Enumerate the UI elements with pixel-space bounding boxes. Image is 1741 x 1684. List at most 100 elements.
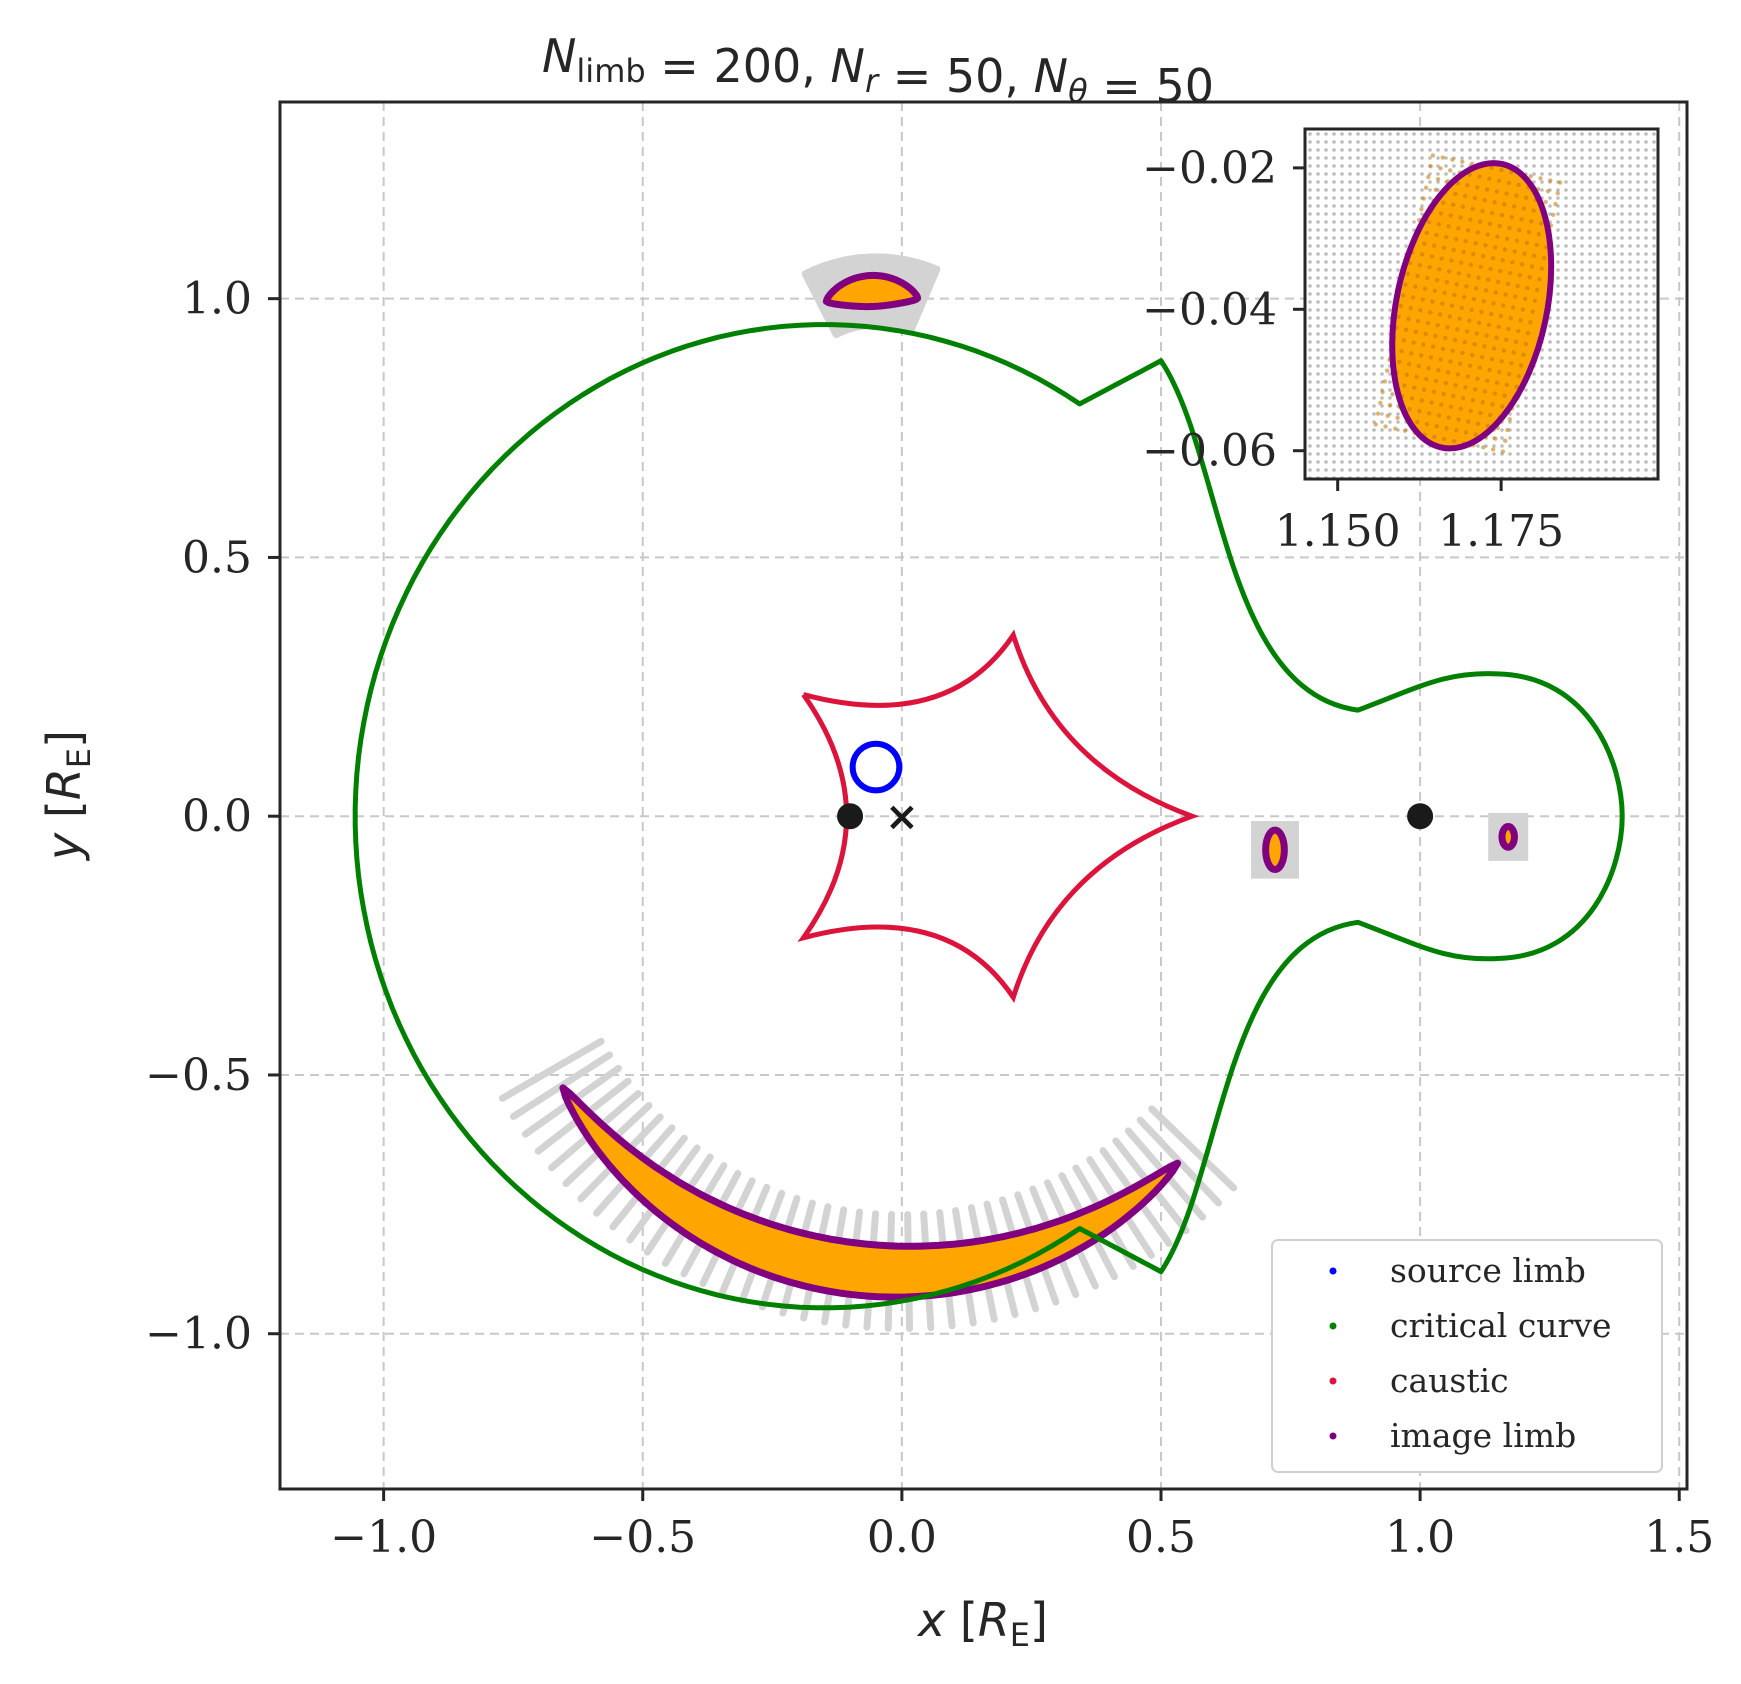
inset-image-sample (1475, 376, 1480, 381)
inset-grid-point (1332, 236, 1336, 240)
inset-image-sample (1457, 316, 1462, 321)
y-axis-ticks: −1.0−0.50.00.51.0 (145, 274, 280, 1360)
image-bottom-arc-fill (562, 1087, 1178, 1298)
inset-image-sample (1489, 311, 1494, 317)
inset-grid-point (1556, 396, 1560, 400)
inset-grid-point (1356, 268, 1360, 272)
inset-grid-point (1548, 452, 1552, 456)
inset-grid-point (1540, 140, 1544, 144)
inset-grid-point (1380, 420, 1384, 424)
inset-grid-point (1316, 132, 1320, 136)
inset-grid-point (1564, 348, 1568, 352)
inset-image-sample (1494, 380, 1500, 385)
inset-image-sample (1517, 272, 1523, 278)
inset-grid-point (1316, 340, 1320, 344)
inset-grid-point (1460, 156, 1464, 160)
legend-label-caustic: caustic (1390, 1361, 1509, 1400)
inset-grid-point (1532, 420, 1536, 424)
inset-image-sample (1455, 372, 1461, 377)
inset-grid-point (1428, 460, 1432, 464)
inset-grid-point (1316, 300, 1320, 304)
inset-image-sample (1478, 264, 1484, 270)
inset-grid-point (1556, 156, 1560, 160)
inset-grid-point (1380, 244, 1384, 248)
inset-grid-point (1548, 444, 1552, 448)
inset-grid-point (1380, 228, 1384, 232)
inset-image-sample (1491, 346, 1497, 351)
inset-grid-point (1652, 308, 1656, 312)
legend-marker-source-limb (1329, 1267, 1337, 1275)
inset-grid-point (1652, 332, 1656, 336)
inset-grid-point (1396, 132, 1400, 136)
inset-image-sample (1498, 313, 1504, 319)
inset-grid-point (1364, 212, 1368, 216)
inset-grid-point (1532, 444, 1536, 448)
inset-image-sample (1513, 339, 1519, 345)
inset-image-sample (1477, 365, 1482, 371)
inset-grid-point (1516, 420, 1520, 424)
inset-grid-point (1620, 132, 1624, 136)
inset-grid-point (1620, 204, 1624, 208)
inset-grid-point (1388, 260, 1392, 264)
inset-grid-point (1340, 452, 1344, 456)
inset-grid-point (1316, 180, 1320, 184)
inset-image-sample (1475, 230, 1481, 235)
inset-grid-point (1460, 148, 1464, 152)
inset-grid-point (1396, 460, 1400, 464)
inset-grid-point (1564, 148, 1568, 152)
inset-grid-point (1396, 236, 1400, 240)
inset-grid-point (1476, 132, 1480, 136)
inset-grid-point (1572, 300, 1576, 304)
inset-grid-point (1444, 164, 1448, 168)
inset-grid-point (1500, 468, 1504, 472)
inset-grid-point (1612, 428, 1616, 432)
inset-grid-point (1612, 468, 1616, 472)
inset-grid-point (1508, 460, 1512, 464)
inset-grid-point (1412, 220, 1416, 224)
inset-grid-point (1628, 140, 1632, 144)
inset-grid-point (1324, 196, 1328, 200)
inset-grid-point (1644, 220, 1648, 224)
inset-image-sample (1465, 183, 1470, 188)
inset-grid-point (1540, 348, 1544, 352)
inset-grid-point (1372, 268, 1376, 272)
inset-grid-point (1524, 148, 1528, 152)
x-tick-label: −0.5 (589, 1512, 696, 1563)
inset-grid-point (1652, 212, 1656, 216)
inset-grid-point (1588, 140, 1592, 144)
inset-grid-point (1396, 444, 1400, 448)
inset-grid-point (1604, 356, 1608, 360)
inset-image-sample (1424, 230, 1429, 236)
inset-grid-point (1388, 172, 1392, 176)
inset-grid-point (1316, 364, 1320, 368)
inset-grid-point (1540, 444, 1544, 448)
inset-grid-point (1308, 444, 1312, 448)
inset-grid-point (1604, 220, 1608, 224)
inset-grid-point (1636, 292, 1640, 296)
inset-grid-point (1460, 164, 1464, 168)
inset-grid-point (1612, 244, 1616, 248)
inset-grid-point (1596, 428, 1600, 432)
inset-image-sample (1424, 376, 1429, 382)
inset-grid-point (1356, 332, 1360, 336)
inset-grid-point (1308, 212, 1312, 216)
inset-grid-point (1644, 412, 1648, 416)
inset-grid-point (1548, 356, 1552, 360)
inset-grid-point (1340, 236, 1344, 240)
inset-grid-point (1548, 156, 1552, 160)
inset-grid-point (1588, 300, 1592, 304)
inset-grid-point (1596, 252, 1600, 256)
inset-grid-point (1396, 228, 1400, 232)
inset-image-sample (1385, 413, 1391, 418)
inset-grid-point (1652, 388, 1656, 392)
inset-image-sample (1436, 221, 1441, 227)
inset-image-sample (1509, 361, 1514, 366)
inset-grid-point (1484, 140, 1488, 144)
inset-grid-point (1340, 220, 1344, 224)
inset-grid-point (1348, 268, 1352, 272)
inset-image-sample (1475, 185, 1480, 190)
inset-image-sample (1413, 284, 1418, 289)
inset-grid-point (1572, 316, 1576, 320)
inset-image-sample (1416, 363, 1422, 369)
inset-grid-point (1388, 196, 1392, 200)
